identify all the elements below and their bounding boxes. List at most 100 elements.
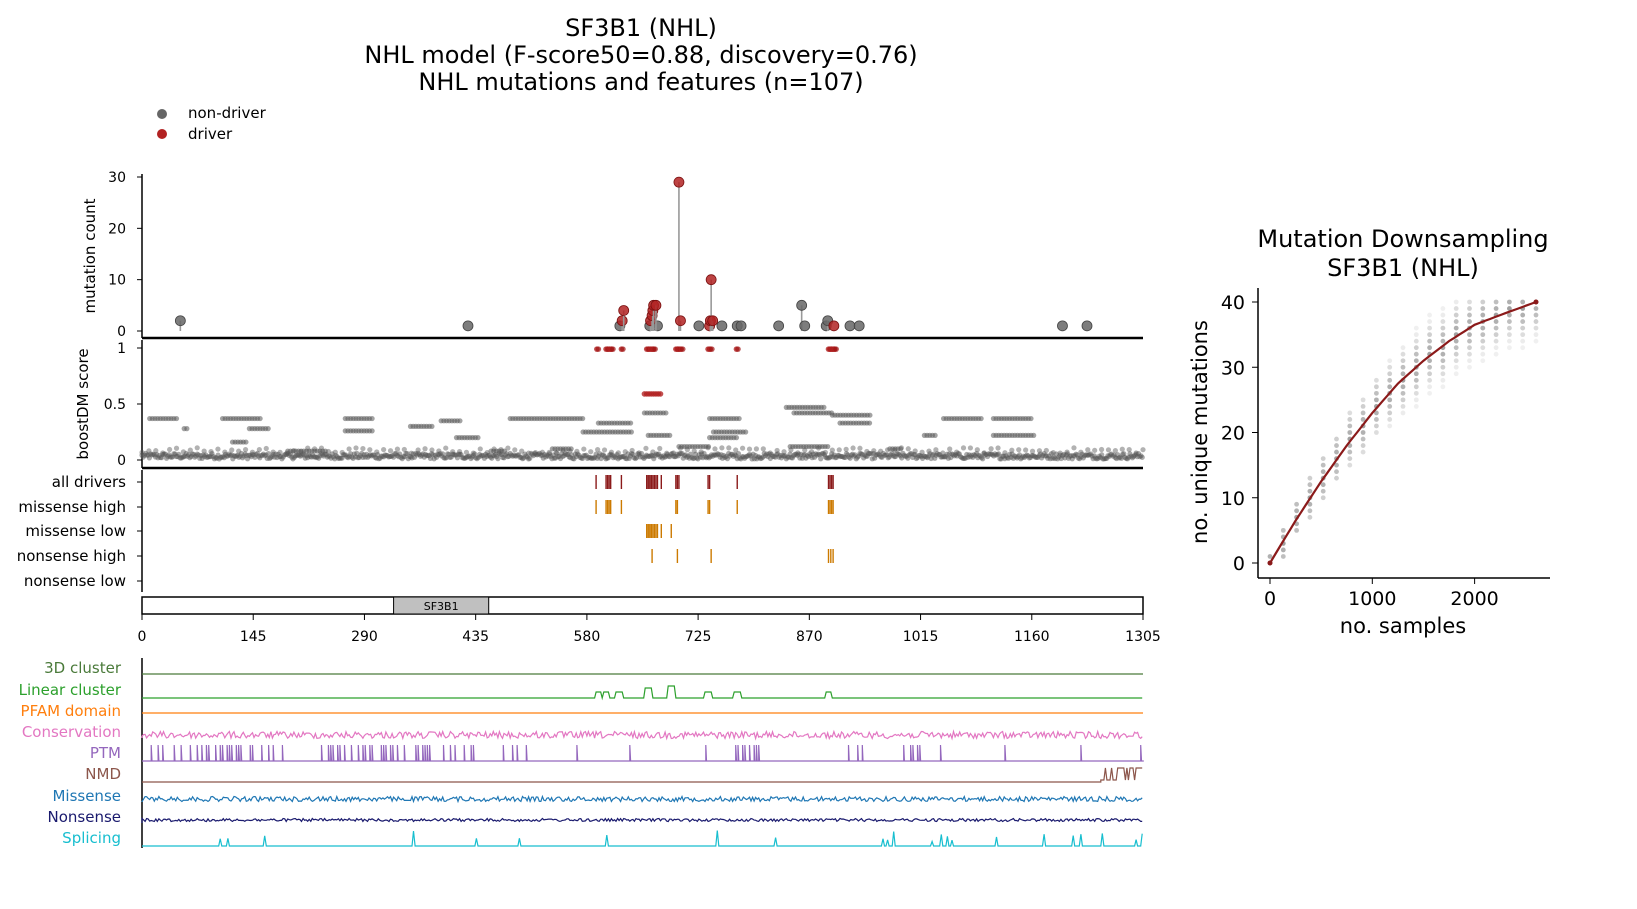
boostdm-y-label: boostDM score [74, 348, 92, 459]
boostdm-point-high [898, 446, 904, 452]
legend-label-non-driver: non-driver [188, 104, 267, 122]
boostdm-point-low [691, 448, 697, 454]
boostdm-point-high [501, 448, 508, 454]
downsampling-point [1427, 390, 1432, 396]
boostdm-point-low [774, 447, 780, 454]
downsampling-title-2: SF3B1 (NHL) [1327, 254, 1479, 282]
boostdm-point-low [760, 446, 766, 452]
boostdm-point-high [257, 415, 263, 422]
boostdm-point-low [735, 451, 742, 457]
downsampling-point [1480, 332, 1486, 338]
boostdm-point-low [670, 450, 677, 456]
downsampling-fit-line [1269, 300, 1537, 564]
boostdm-point-low [1105, 447, 1112, 453]
downsampling-x-tick-label: 1000 [1348, 588, 1396, 610]
boostdm-point-high [743, 429, 749, 435]
lollipop-head-driver [707, 315, 719, 327]
downsampling-point [1480, 299, 1486, 305]
lollipop-y-tick-label: 10 [108, 273, 126, 289]
legend-marker-driver [157, 129, 167, 139]
track-label: nonsense high [17, 547, 126, 565]
downsampling-point [1520, 299, 1526, 305]
downsampling-point [1320, 456, 1326, 461]
boostdm-point-low [436, 448, 442, 454]
downsampling-point [1347, 449, 1353, 455]
legend: non-driver driver [157, 104, 267, 143]
downsampling-point [1294, 508, 1299, 514]
lollipop-head-non-driver [1057, 320, 1068, 332]
downsampling-point [1427, 358, 1432, 364]
downsampling-point [1400, 371, 1406, 377]
sf3b1-domain [393, 596, 490, 615]
boostdm-point-low [277, 449, 283, 455]
boostdm-point-low [353, 445, 359, 451]
downsampling-fit [1267, 299, 1539, 566]
downsampling-point [1387, 397, 1393, 403]
lollipop-head-non-driver [462, 320, 474, 332]
boostdm-point-low [153, 448, 159, 454]
downsampling-point [1427, 319, 1432, 324]
lollipop-head-driver [616, 315, 628, 327]
downsampling-point [1347, 430, 1353, 435]
boostdm-point-low [753, 446, 760, 452]
downsampling-point [1320, 462, 1326, 468]
boostdm-point-low [332, 449, 338, 455]
downsampling-point [1413, 397, 1419, 403]
downsampling-point [1413, 325, 1419, 331]
boostdm-point-low [664, 450, 670, 456]
boostdm-point-low [1085, 447, 1091, 453]
downsampling-point [1453, 299, 1459, 305]
boostdm-point-low [740, 445, 746, 451]
boostdm-point-low [222, 449, 228, 455]
boostdm-point-low [1140, 447, 1146, 453]
lollipop-head-non-driver [773, 320, 785, 332]
downsampling-point [1480, 306, 1486, 311]
boostdm-point-low [422, 446, 428, 452]
downsampling-point [1520, 338, 1526, 344]
downsampling-point [1374, 377, 1379, 383]
boostdm-point-high [243, 439, 249, 445]
lollipop-head-non-driver [853, 320, 865, 332]
downsampling-point [1374, 423, 1379, 429]
boostdm-point-low [160, 450, 166, 456]
boostdm-point-low [173, 445, 180, 451]
boostdm-point-low [746, 446, 753, 452]
track-label: nonsense low [24, 572, 126, 590]
downsampling-point [1427, 312, 1432, 318]
downsampling-point [1387, 364, 1393, 370]
feature-line [142, 685, 1143, 701]
boostdm-point-low [629, 447, 635, 454]
boostdm-point-low [256, 446, 262, 453]
downsampling-point [1427, 338, 1432, 344]
boostdm-point-low [546, 449, 552, 455]
lollipop-head-driver [705, 274, 717, 286]
downsampling-point [1413, 384, 1419, 390]
downsampling-point [1440, 358, 1446, 364]
downsampling-point [1453, 338, 1459, 344]
downsampling-point [1440, 306, 1446, 311]
downsampling-point [1347, 417, 1353, 422]
downsampling-point [1307, 508, 1313, 514]
downsampling-point [1520, 312, 1526, 318]
feature-label: 3D cluster [44, 659, 122, 677]
downsampling-y-tick-label: 20 [1221, 423, 1245, 445]
boostdm-panel: boostDM score 00.51 [74, 340, 1146, 470]
downsampling-point [1533, 338, 1539, 344]
downsampling-point [1480, 345, 1486, 351]
position-x-tick-label: 1015 [903, 629, 939, 645]
boostdm-point-low [249, 449, 256, 455]
position-x-tick-label: 435 [462, 629, 489, 645]
feature-tracks: 3D cluster Linear cluster PFAM domain Conse… [19, 658, 1144, 848]
lollipop-y-tick-label: 20 [108, 221, 126, 237]
boostdm-point-low [878, 448, 884, 454]
position-x-tick-label: 1160 [1014, 629, 1050, 645]
boostdm-point-low [512, 447, 518, 453]
lollipop-head-driver [618, 305, 630, 316]
boostdm-point-low [864, 448, 870, 455]
boostdm-point-low [980, 456, 986, 462]
downsampling-point [1453, 306, 1459, 311]
boostdm-point-low [387, 448, 394, 454]
boostdm-point-low [581, 446, 587, 452]
boostdm-point-low [615, 450, 621, 456]
boostdm-point-low [919, 449, 925, 455]
